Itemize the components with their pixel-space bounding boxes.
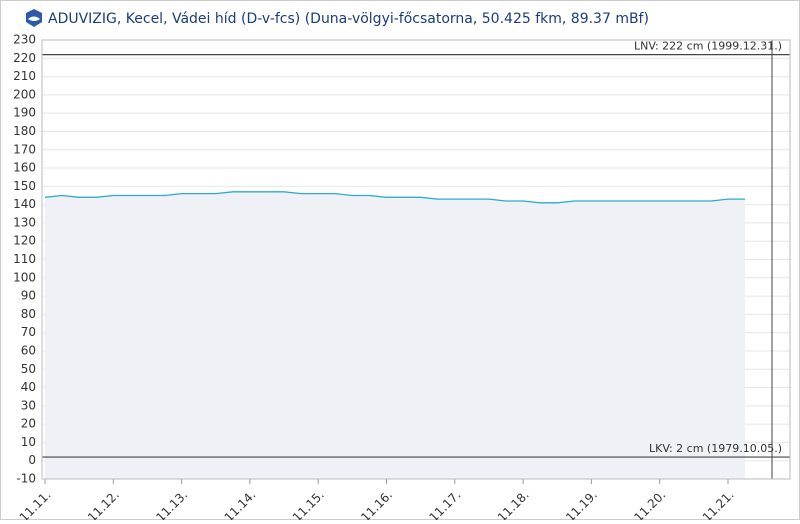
x-tick-label: 11.20.: [631, 488, 668, 520]
logo: [26, 9, 42, 27]
y-tick-label: 80: [21, 307, 36, 321]
line: [44, 191, 746, 204]
y-tick-label: 170: [13, 142, 36, 156]
y-tick-label: 200: [13, 87, 36, 101]
y-tick-label: 50: [21, 362, 36, 376]
y-tick-label: 100: [13, 270, 36, 284]
x-tick-label: 11.16.: [358, 488, 395, 520]
y-tick-label: 10: [21, 435, 36, 449]
y-tick-label: 120: [13, 234, 36, 248]
y-tick-label: 190: [13, 106, 36, 120]
x-tick-label: 11.13.: [153, 488, 190, 520]
x-tick-label: 11.15.: [290, 488, 327, 520]
y-tick-label: 20: [21, 417, 36, 431]
threshold-label: LKV: 2 cm (1979.10.05.): [649, 442, 782, 455]
area-fill: [45, 191, 746, 480]
y-tick-label: 140: [13, 197, 36, 211]
y-tick-label: 30: [21, 398, 36, 412]
y-tick-label: 160: [13, 161, 36, 175]
y-tick-label: 0: [28, 453, 36, 467]
chart-title: ADUVIZIG, Kecel, Vádei híd (D-v-fcs) (Du…: [48, 11, 649, 27]
plot-border: [41, 39, 791, 480]
y-tick-label: -10: [16, 472, 36, 486]
x-tick-label: 11.21.: [700, 488, 737, 520]
y-tick-label: 130: [13, 215, 36, 229]
x-tick-label: 11.14.: [222, 488, 259, 520]
x-tick-label: 11.18.: [495, 488, 532, 520]
y-tick-label: 90: [21, 289, 36, 303]
x-tick-label: 11.12.: [85, 488, 122, 520]
y-tick-label: 150: [13, 179, 36, 193]
y-tick-label: 210: [13, 69, 36, 83]
y-tick-label: 180: [13, 124, 36, 138]
threshold-label: LNV: 222 cm (1999.12.31.): [634, 40, 782, 53]
y-tick-label: 230: [13, 33, 36, 47]
x-tick-label: 11.11.: [17, 488, 54, 520]
x-tick-label: 11.19.: [563, 488, 600, 520]
y-tick-label: 110: [13, 252, 36, 266]
y-tick-label: 40: [21, 380, 36, 394]
y-tick-label: 70: [21, 325, 36, 339]
x-tick-label: 11.17.: [427, 488, 464, 520]
y-tick-label: 60: [21, 343, 36, 357]
y-tick-label: 220: [13, 51, 36, 65]
